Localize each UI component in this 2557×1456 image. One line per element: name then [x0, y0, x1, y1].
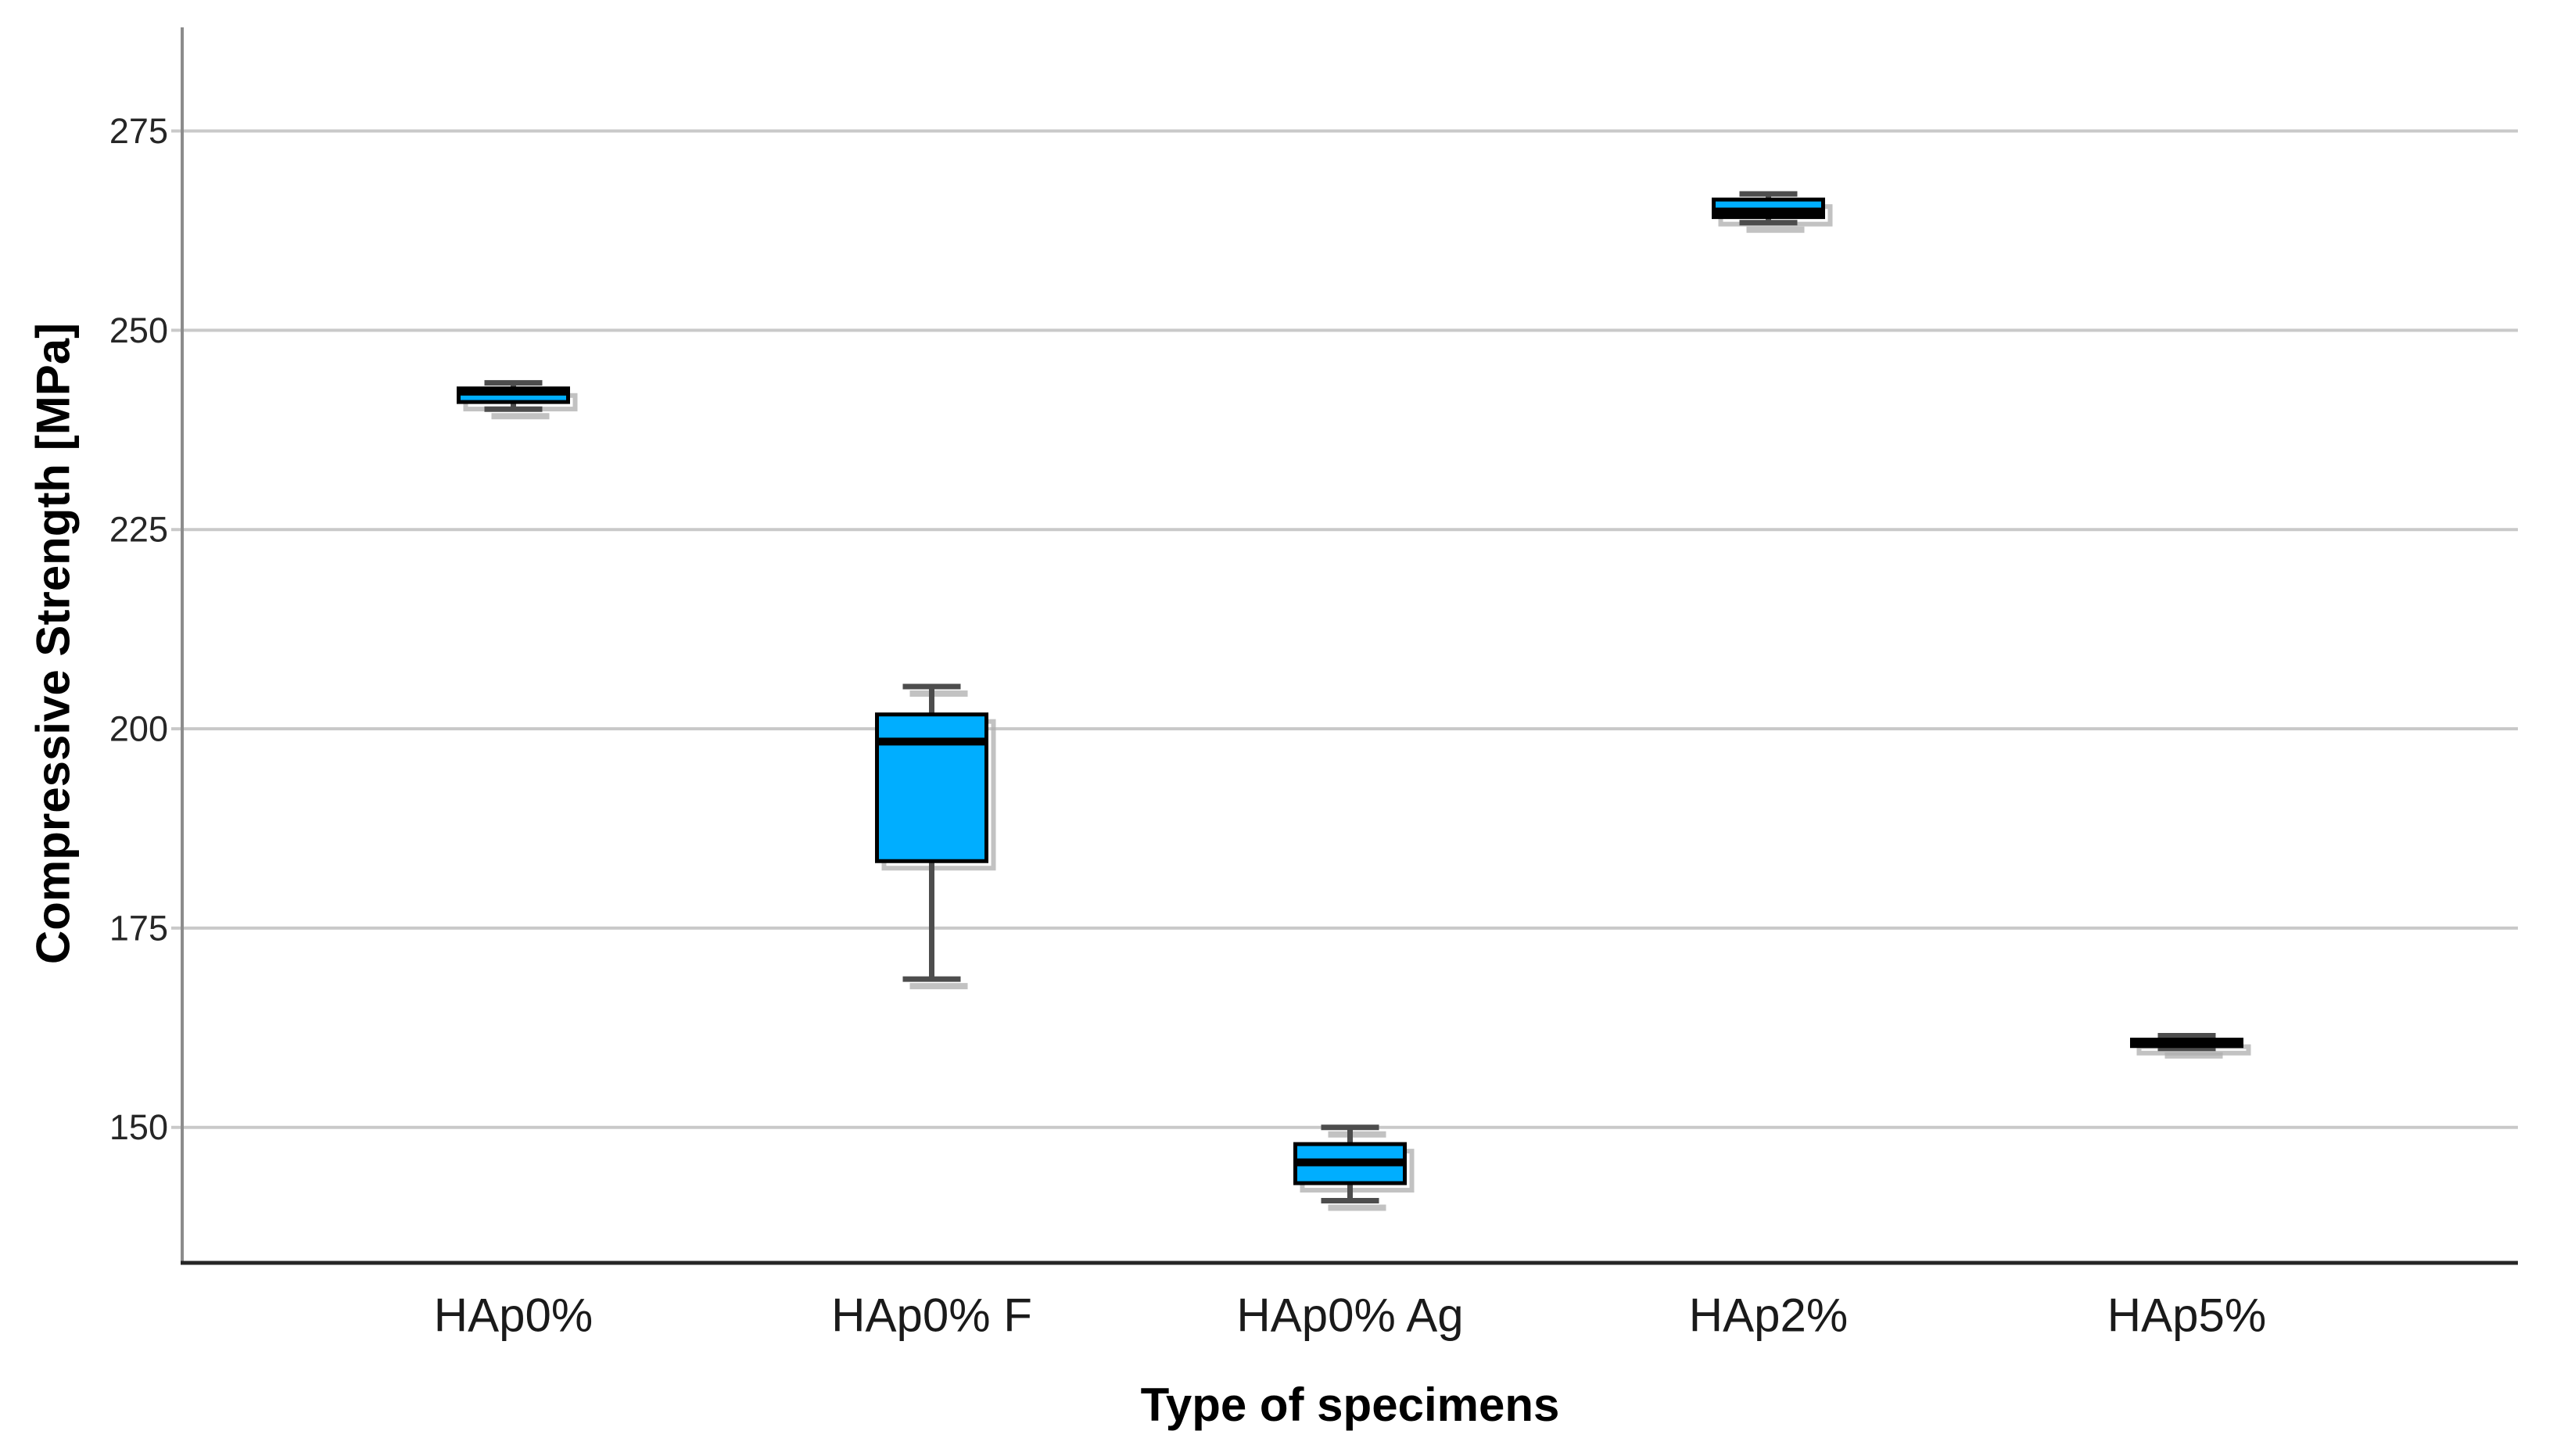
x-category-label-hap2-: HAp2% [1689, 1289, 1848, 1342]
box-hap0- [457, 380, 578, 420]
y-tick-label-175: 175 [109, 908, 168, 948]
y-tick-label-150: 150 [109, 1107, 168, 1147]
y-axis-title: Compressive Strength [MPa] [27, 322, 80, 965]
x-axis-title: Type of specimens [1140, 1379, 1560, 1431]
y-tick-label-275: 275 [109, 111, 168, 151]
iqr-box-hap0-f [875, 712, 988, 863]
box-hap0-ag [1293, 1124, 1415, 1211]
y-tick-label-250: 250 [109, 310, 168, 350]
y-tick-label-225: 225 [109, 510, 168, 550]
box-hap2- [1712, 191, 1833, 233]
x-category-label-hap0-f: HAp0% F [831, 1289, 1032, 1342]
box-hap5- [2130, 1032, 2251, 1059]
x-category-label-hap5-: HAp5% [2107, 1289, 2266, 1342]
x-category-label-hap0-ag: HAp0% Ag [1236, 1289, 1463, 1342]
x-category-label-hap0-: HAp0% [434, 1289, 593, 1342]
box-hap0-f [875, 683, 996, 990]
y-tick-label-200: 200 [109, 709, 168, 749]
